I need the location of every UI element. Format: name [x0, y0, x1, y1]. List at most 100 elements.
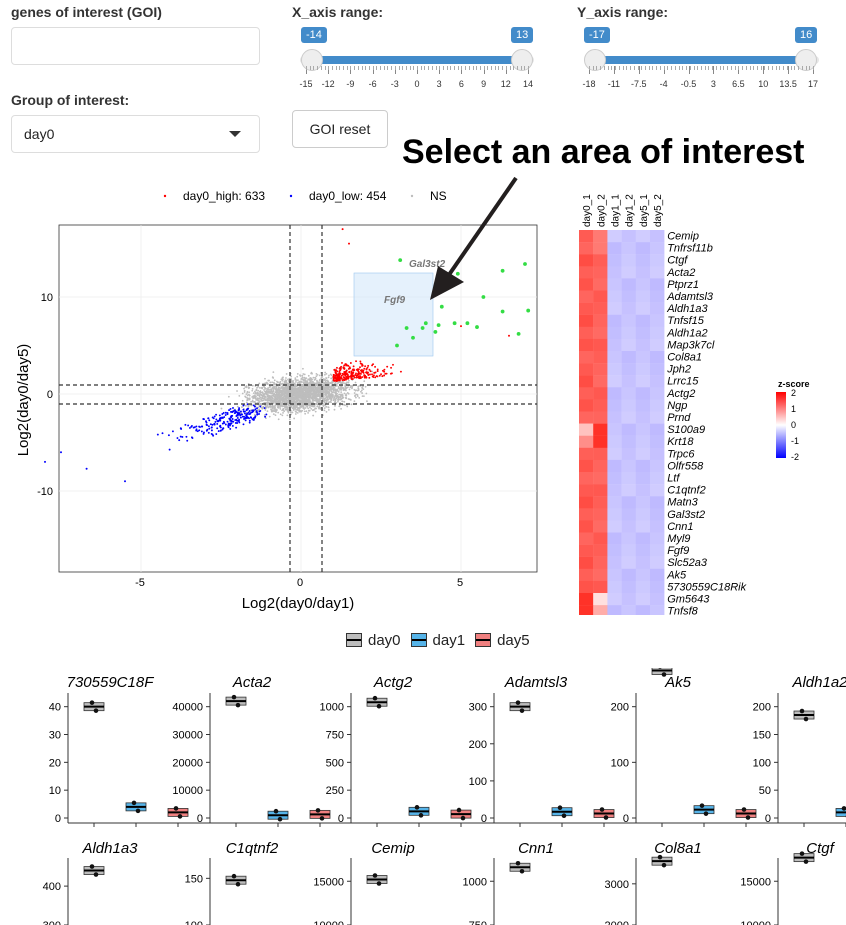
group-select-value: day0: [24, 126, 55, 142]
heatmap-row-label: Map3k7cl: [667, 339, 715, 351]
slider-tick-label: 3: [710, 79, 716, 89]
volcano-ytick: 0: [47, 389, 53, 401]
boxplot-ytick: 500: [326, 757, 344, 769]
boxplot-ytick: 10000: [740, 920, 771, 925]
heatmap-row-label: Matn3: [667, 497, 698, 509]
boxplot-grid: 730559C18F403020100Acta24000030000200001…: [43, 668, 846, 925]
zscore-title: z-score: [778, 379, 810, 389]
boxplot-ytick: 20000: [172, 757, 203, 769]
boxplot-ytick: 0: [55, 813, 61, 825]
slider-tick-label: 12: [500, 79, 511, 89]
boxplot-ytick: 10: [49, 785, 61, 797]
boxplot-C1qtnf2[interactable]: C1qtnf2 150 100: [185, 840, 279, 925]
goi-input[interactable]: [11, 27, 260, 65]
gene-label-gal3st2: Gal3st2: [409, 259, 446, 270]
volcano-legend: day0_high: 633 day0_low: 454 NS: [163, 189, 447, 203]
selection-box[interactable]: [353, 272, 434, 357]
boxplot-ytick: 100: [185, 920, 203, 925]
boxplot-title: Aldh1a3: [81, 840, 138, 857]
heatmap-row-label: Tnfrsf11b: [667, 243, 713, 255]
heatmap-cells: [579, 230, 665, 615]
boxplot-ytick: 30000: [172, 730, 203, 742]
heatmap-row-label: Fgf9: [667, 545, 689, 557]
slider-tick-label: -12: [321, 79, 335, 89]
slider-tick-label: 9: [481, 79, 487, 89]
boxplot-ytick: 300: [43, 920, 61, 925]
legend-ns: NS: [430, 189, 447, 203]
heatmap-row-label: Olfr558: [667, 460, 704, 472]
y-range-max-badge: 16: [795, 27, 818, 43]
boxplot-ytick: 30: [49, 730, 61, 742]
heatmap-row-label: Tnfsf8: [667, 606, 698, 615]
x-range-min-handle[interactable]: [301, 49, 323, 71]
boxplot-Cnn1[interactable]: Cnn1 1000 750: [463, 840, 554, 925]
group-select[interactable]: day0: [11, 115, 260, 153]
legend-low: day0_low: 454: [309, 189, 387, 203]
boxplot-Aldh1a2[interactable]: Aldh1a2 200 150 100 50 0: [753, 674, 846, 827]
slider-tick-label: 14: [522, 79, 533, 89]
boxplot-ytick: 100: [611, 757, 629, 769]
zscore-ticks: 2 1 0 -1 -2: [791, 388, 799, 462]
boxplot-Adamtsl3[interactable]: Adamtsl3 300 200 100 0: [469, 674, 644, 827]
legend-high: day0_high: 633: [183, 189, 265, 203]
x-range-max-badge: 13: [511, 27, 534, 43]
y-range-slider[interactable]: -17 16 -18 -11 -7.5 -4 -0.5 3 6.5 10 13.5 17: [577, 22, 827, 94]
heatmap-row-label: Ngp: [667, 400, 687, 412]
boxplot-ytick: 1000: [320, 702, 344, 714]
slider-tick-label: -3: [390, 79, 399, 89]
boxplot-ytick: 50: [759, 785, 771, 797]
boxplot-ytick: 0: [623, 813, 629, 825]
boxplot-ytick: 150: [185, 873, 203, 885]
x-range-min-badge: -14: [301, 27, 327, 43]
heatmap-row-label: Aldh1a2: [666, 327, 707, 339]
boxplot-title: Adamtsl3: [504, 674, 568, 691]
slider-tick-label: -18: [582, 79, 596, 89]
x-range-slider[interactable]: -14 13 -15 -12 -9 -6 -3 0 3 6 9 12 14: [292, 22, 542, 94]
boxplot-Ak5[interactable]: Ak5 200 100 0: [611, 668, 786, 827]
heatmap-row-label: Tnfsf15: [667, 315, 705, 327]
boxplot-Col8a1[interactable]: Col8a1 3000 2000: [605, 840, 702, 925]
heatmap-column-labels: day0_1 day0_2 day1_1 day1_2 day5_1 day5_2: [582, 194, 664, 227]
volcano-xtick: 0: [297, 577, 303, 589]
heatmap-column-label: day0_2: [596, 194, 607, 227]
boxplot-ytick: 400: [43, 881, 61, 893]
boxplot-Aldh1a3[interactable]: Aldh1a3 400 300: [43, 840, 139, 925]
boxplot-ytick: 750: [469, 920, 487, 925]
heatmap-row-label: Col8a1: [667, 352, 702, 364]
boxplot-ytick: 100: [469, 776, 487, 788]
slider-tick-label: 17: [807, 79, 818, 89]
zscore-tick: 0: [791, 420, 796, 430]
x-range-max-handle[interactable]: [511, 49, 533, 71]
heatmap[interactable]: day0_1 day0_2 day1_1 day1_2 day5_1 day5_2 Cem…: [565, 180, 846, 615]
boxplot-Cemip[interactable]: Cemip 15000 10000: [313, 840, 415, 925]
heatmap-row-label: Cemip: [667, 231, 699, 243]
y-range-max-handle[interactable]: [795, 49, 817, 71]
slider-tick-label: 3: [436, 79, 442, 89]
group-label: Group of interest:: [11, 92, 130, 108]
boxplot-ytick: 200: [753, 702, 771, 714]
boxplot-5730559C18Rik[interactable]: 730559C18F 40 30 20 10 0: [49, 674, 218, 827]
zscore-tick: 1: [791, 404, 796, 414]
boxplot-ytick: 300: [469, 702, 487, 714]
legend-swatch-day0: [346, 633, 362, 647]
zscore-tick: -2: [791, 452, 799, 462]
boxplot-title: Aldh1a2: [791, 674, 846, 691]
heatmap-row-label: Ak5: [666, 569, 687, 581]
y-range-min-handle[interactable]: [584, 49, 606, 71]
heatmap-column-label: day0_1: [582, 194, 593, 227]
boxplot-Ctgf[interactable]: Ctgf 15000 10000: [740, 840, 836, 925]
boxplot-ytick: 750: [326, 730, 344, 742]
select-area-annotation: Select an area of interest: [402, 133, 805, 171]
slider-tick-label: 6.5: [732, 79, 745, 89]
boxplot-title: C1qtnf2: [226, 840, 279, 857]
goi-reset-button[interactable]: GOI reset: [292, 110, 388, 148]
heatmap-row-label: Aldh1a3: [666, 303, 708, 315]
zscore-tick: -1: [791, 436, 799, 446]
boxplot-title: 730559C18F: [67, 674, 155, 691]
boxplot-ytick: 0: [197, 813, 203, 825]
heatmap-row-labels: CemipTnfrsf11bCtgfActa2Ptprz1Adamtsl3Ald…: [666, 231, 746, 616]
legend-label-day5: day5: [497, 631, 530, 649]
goi-label: genes of interest (GOI): [11, 4, 162, 20]
